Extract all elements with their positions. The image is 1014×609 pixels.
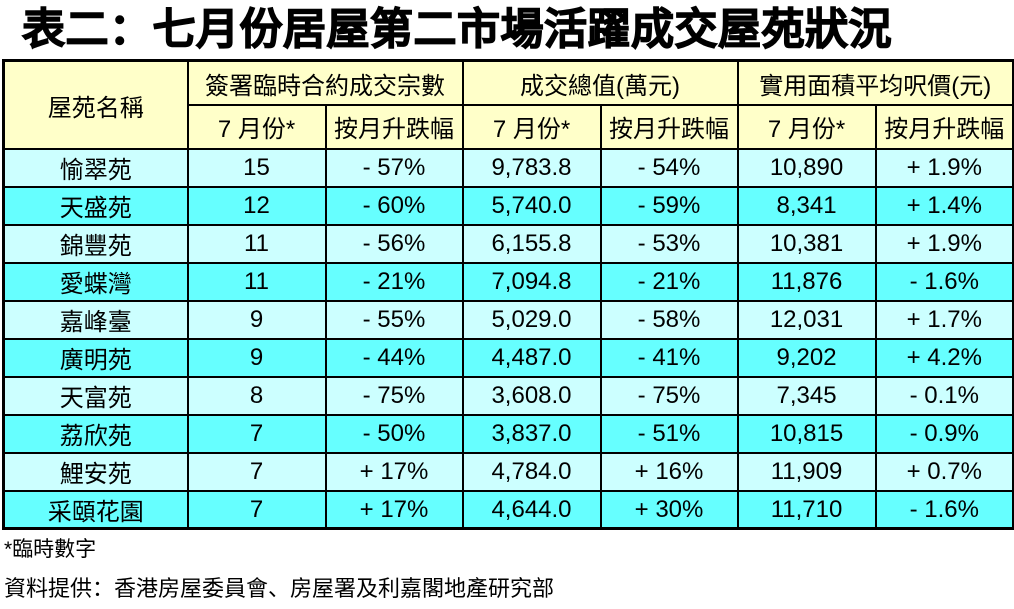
value-change-cell: - 54% bbox=[599, 147, 739, 188]
footnote-source: 資料提供：香港房屋委員會、房屋署及利嘉閣地產研究部 bbox=[4, 576, 555, 602]
psf-cell: 11,909 bbox=[736, 451, 877, 492]
value-change-cell: - 21% bbox=[599, 261, 739, 302]
estate-name-cell: 采頤花園 bbox=[2, 489, 189, 530]
psf-cell: 11,710 bbox=[736, 489, 877, 530]
table-row: 采頤花園 7 + 17% 4,644.0 + 30% 11,710 - 1.6% bbox=[2, 489, 1014, 530]
value-cell: 3,837.0 bbox=[461, 413, 602, 454]
psf-change-cell: + 4.2% bbox=[874, 337, 1014, 378]
psf-cell: 10,381 bbox=[736, 223, 877, 264]
psf-cell: 9,202 bbox=[736, 337, 877, 378]
value-cell: 4,784.0 bbox=[461, 451, 602, 492]
table-row: 鯉安苑 7 + 17% 4,784.0 + 16% 11,909 + 0.7% bbox=[2, 451, 1014, 492]
deals-count-cell: 7 bbox=[186, 413, 327, 454]
deals-count-cell: 8 bbox=[186, 375, 327, 416]
psf-cell: 10,890 bbox=[736, 147, 877, 188]
sub-header-psf-change: 按月升跌幅 bbox=[874, 103, 1014, 150]
deals-change-cell: - 56% bbox=[324, 223, 464, 264]
value-change-cell: + 16% bbox=[599, 451, 739, 492]
value-change-cell: - 51% bbox=[599, 413, 739, 454]
deals-count-cell: 7 bbox=[186, 489, 327, 530]
value-cell: 4,487.0 bbox=[461, 337, 602, 378]
estate-name-cell: 愉翠苑 bbox=[2, 147, 189, 188]
estate-name-cell: 天富苑 bbox=[2, 375, 189, 416]
value-change-cell: - 75% bbox=[599, 375, 739, 416]
header-group-row: 屋苑名稱 簽署臨時合約成交宗數 成交總值(萬元) 實用面積平均呎價(元) bbox=[2, 59, 1014, 150]
table-row: 愉翠苑 15 - 57% 9,783.8 - 54% 10,890 + 1.9% bbox=[2, 147, 1014, 188]
value-cell: 5,740.0 bbox=[461, 185, 602, 226]
value-change-cell: - 53% bbox=[599, 223, 739, 264]
sub-header-value-month: 7 月份* bbox=[461, 103, 602, 150]
sub-header-deals-month: 7 月份* bbox=[186, 103, 327, 150]
estate-name-cell: 鯉安苑 bbox=[2, 451, 189, 492]
deals-change-cell: - 21% bbox=[324, 261, 464, 302]
table-row: 天盛苑 12 - 60% 5,740.0 - 59% 8,341 + 1.4% bbox=[2, 185, 1014, 226]
psf-change-cell: + 1.7% bbox=[874, 299, 1014, 340]
value-cell: 5,029.0 bbox=[461, 299, 602, 340]
group-header-psf-price: 實用面積平均呎價(元) bbox=[736, 59, 1014, 106]
table-row: 錦豐苑 11 - 56% 6,155.8 - 53% 10,381 + 1.9% bbox=[2, 223, 1014, 264]
table-row: 天富苑 8 - 75% 3,608.0 - 75% 7,345 - 0.1% bbox=[2, 375, 1014, 416]
deals-count-cell: 15 bbox=[186, 147, 327, 188]
psf-change-cell: - 0.9% bbox=[874, 413, 1014, 454]
footnote-provisional: *臨時數字 bbox=[4, 538, 97, 562]
value-cell: 3,608.0 bbox=[461, 375, 602, 416]
value-change-cell: + 30% bbox=[599, 489, 739, 530]
estate-name-cell: 愛蝶灣 bbox=[2, 261, 189, 302]
col-header-estate-name: 屋苑名稱 bbox=[2, 59, 189, 150]
deals-change-cell: + 17% bbox=[324, 451, 464, 492]
deals-change-cell: - 57% bbox=[324, 147, 464, 188]
deals-count-cell: 9 bbox=[186, 299, 327, 340]
psf-change-cell: + 1.9% bbox=[874, 147, 1014, 188]
estate-name-cell: 錦豐苑 bbox=[2, 223, 189, 264]
deals-change-cell: + 17% bbox=[324, 489, 464, 530]
sub-header-deals-change: 按月升跌幅 bbox=[324, 103, 464, 150]
psf-change-cell: + 1.4% bbox=[874, 185, 1014, 226]
deals-change-cell: - 75% bbox=[324, 375, 464, 416]
deals-count-cell: 11 bbox=[186, 223, 327, 264]
deals-count-cell: 11 bbox=[186, 261, 327, 302]
deals-change-cell: - 55% bbox=[324, 299, 464, 340]
psf-change-cell: - 1.6% bbox=[874, 489, 1014, 530]
psf-change-cell: - 0.1% bbox=[874, 375, 1014, 416]
value-change-cell: - 59% bbox=[599, 185, 739, 226]
value-change-cell: - 41% bbox=[599, 337, 739, 378]
psf-cell: 10,815 bbox=[736, 413, 877, 454]
deals-count-cell: 7 bbox=[186, 451, 327, 492]
sub-header-psf-month: 7 月份* bbox=[736, 103, 877, 150]
group-header-deals: 簽署臨時合約成交宗數 bbox=[186, 59, 464, 106]
estate-name-cell: 廣明苑 bbox=[2, 337, 189, 378]
sub-header-value-change: 按月升跌幅 bbox=[599, 103, 739, 150]
estate-name-cell: 荔欣苑 bbox=[2, 413, 189, 454]
psf-cell: 8,341 bbox=[736, 185, 877, 226]
psf-cell: 12,031 bbox=[736, 299, 877, 340]
psf-change-cell: + 1.9% bbox=[874, 223, 1014, 264]
psf-cell: 7,345 bbox=[736, 375, 877, 416]
deals-change-cell: - 50% bbox=[324, 413, 464, 454]
deals-count-cell: 12 bbox=[186, 185, 327, 226]
value-cell: 9,783.8 bbox=[461, 147, 602, 188]
group-header-total-value: 成交總值(萬元) bbox=[461, 59, 739, 106]
table-row: 嘉峰臺 9 - 55% 5,029.0 - 58% 12,031 + 1.7% bbox=[2, 299, 1014, 340]
deals-change-cell: - 44% bbox=[324, 337, 464, 378]
value-cell: 4,644.0 bbox=[461, 489, 602, 530]
deals-count-cell: 9 bbox=[186, 337, 327, 378]
estate-name-cell: 天盛苑 bbox=[2, 185, 189, 226]
psf-cell: 11,876 bbox=[736, 261, 877, 302]
estates-table: 屋苑名稱 簽署臨時合約成交宗數 成交總值(萬元) 實用面積平均呎價(元) 7 月… bbox=[2, 59, 1014, 531]
footnotes: *臨時數字 資料提供：香港房屋委員會、房屋署及利嘉閣地產研究部 bbox=[0, 533, 1014, 603]
value-change-cell: - 58% bbox=[599, 299, 739, 340]
value-cell: 6,155.8 bbox=[461, 223, 602, 264]
table-row: 荔欣苑 7 - 50% 3,837.0 - 51% 10,815 - 0.9% bbox=[2, 413, 1014, 454]
estate-name-cell: 嘉峰臺 bbox=[2, 299, 189, 340]
header-sub-row: 7 月份* 按月升跌幅 7 月份* 按月升跌幅 7 月份* 按月升跌幅 bbox=[4, 103, 1014, 150]
value-cell: 7,094.8 bbox=[461, 261, 602, 302]
table-row: 廣明苑 9 - 44% 4,487.0 - 41% 9,202 + 4.2% bbox=[2, 337, 1014, 378]
deals-change-cell: - 60% bbox=[324, 185, 464, 226]
page-title: 表二：七月份居屋第二市場活躍成交屋苑狀況 bbox=[21, 5, 892, 54]
psf-change-cell: - 1.6% bbox=[874, 261, 1014, 302]
table-row: 愛蝶灣 11 - 21% 7,094.8 - 21% 11,876 - 1.6% bbox=[2, 261, 1014, 302]
psf-change-cell: + 0.7% bbox=[874, 451, 1014, 492]
